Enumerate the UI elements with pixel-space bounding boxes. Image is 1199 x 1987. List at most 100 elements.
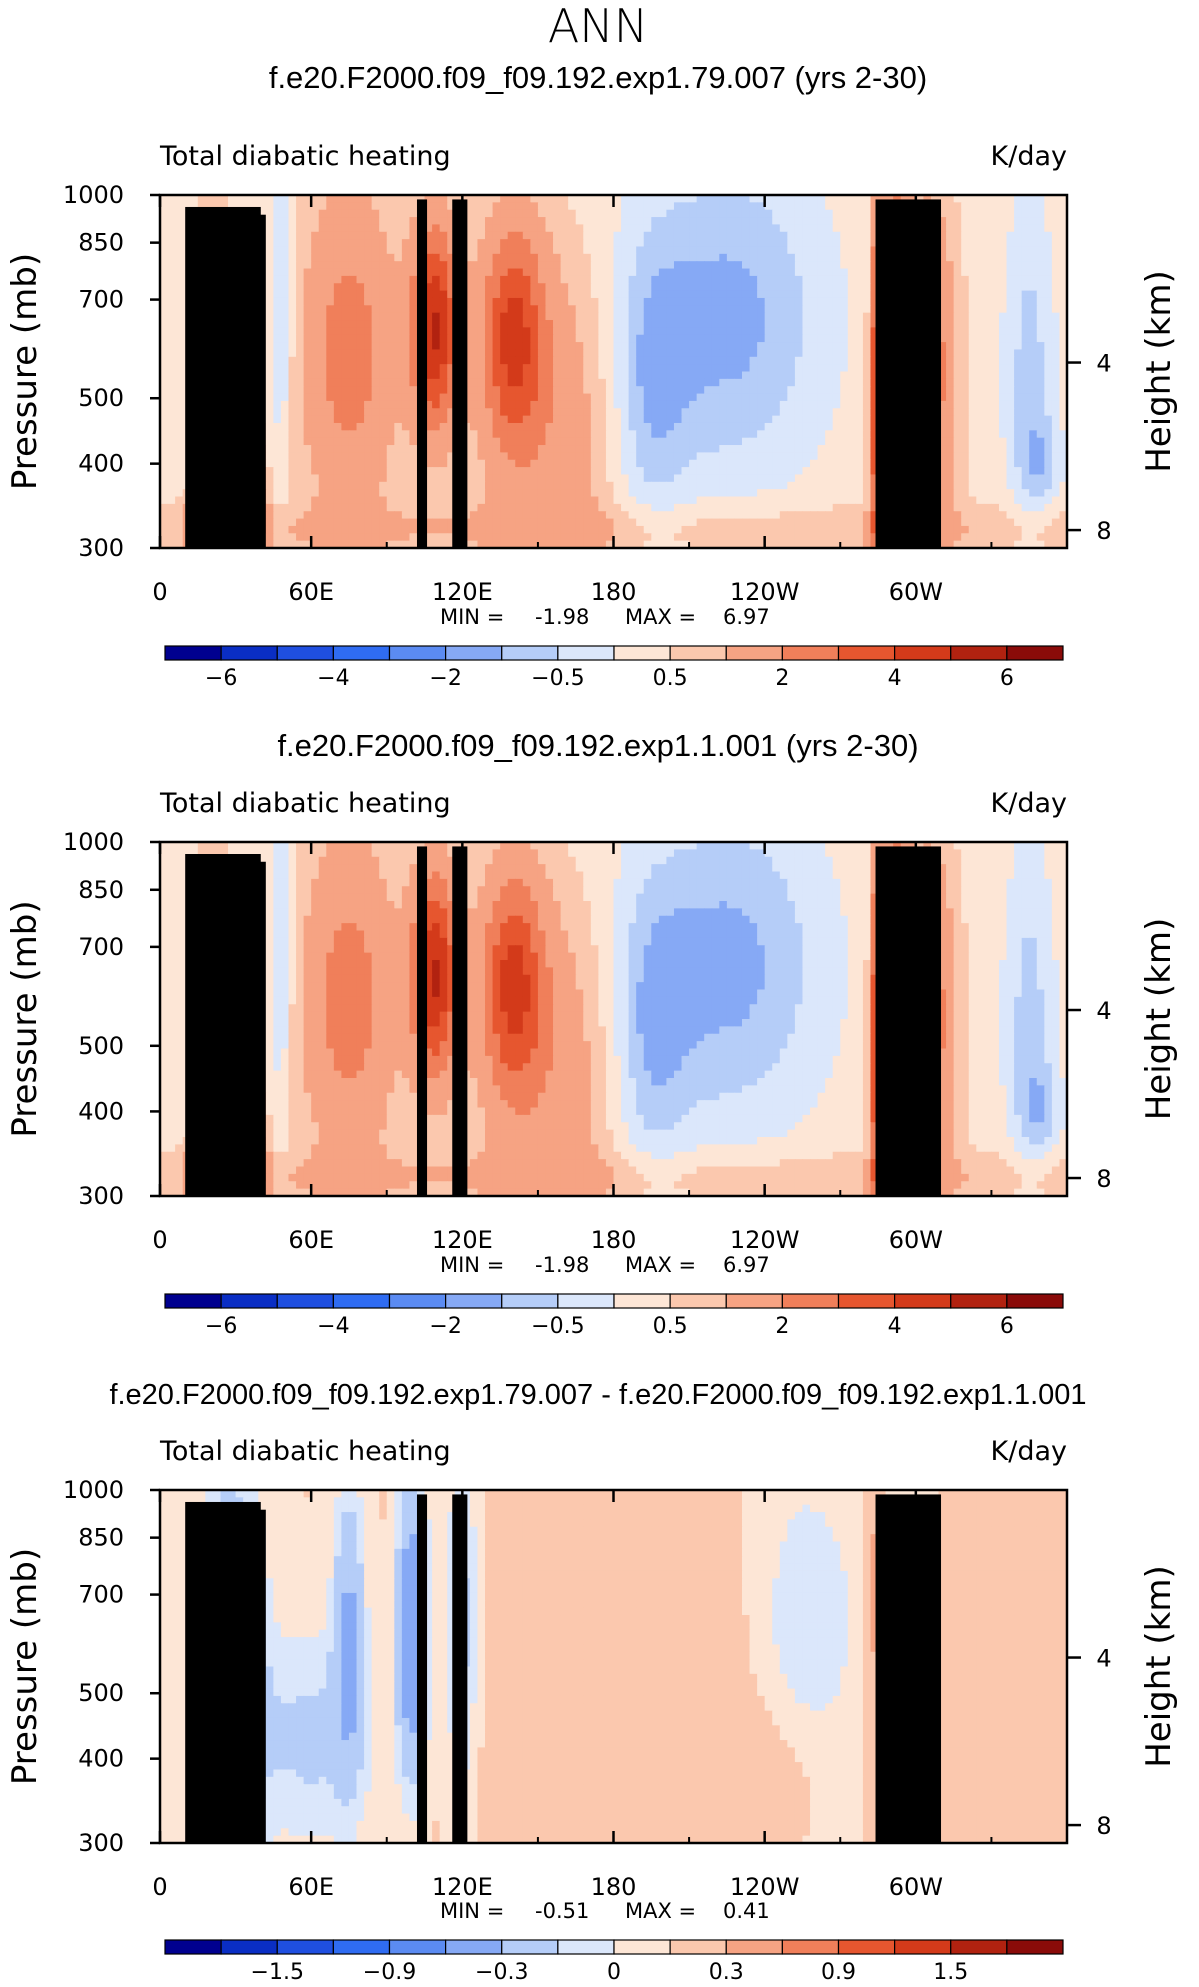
field-cell — [537, 474, 547, 483]
field-cell — [810, 231, 819, 240]
field-cell — [749, 459, 758, 468]
field-cell — [537, 327, 547, 336]
field-cell — [779, 452, 788, 461]
field-cell — [968, 312, 977, 321]
field-cell — [825, 275, 834, 284]
field-cell — [477, 445, 486, 453]
field-cell — [704, 297, 713, 306]
field-cell — [575, 422, 584, 431]
field-cell — [953, 283, 962, 292]
field-cell — [847, 268, 856, 277]
field-cell — [598, 445, 607, 453]
field-cell — [825, 253, 834, 262]
field-cell — [862, 356, 872, 365]
field-cell — [333, 452, 342, 461]
field-cell — [424, 268, 433, 277]
field-cell — [303, 489, 312, 498]
field-cell — [696, 342, 705, 351]
field-cell — [303, 415, 312, 424]
field-cell — [719, 415, 728, 424]
field-cell — [711, 246, 720, 255]
field-cell — [318, 253, 327, 262]
field-cell — [953, 305, 962, 314]
field-cell — [983, 253, 993, 262]
field-cell — [870, 452, 879, 461]
field-cell — [976, 195, 985, 203]
field-cell — [500, 474, 509, 483]
field-cell — [953, 327, 962, 336]
field-cell — [938, 320, 947, 328]
field-cell — [273, 371, 282, 380]
field-cell — [689, 283, 698, 292]
field-cell — [469, 224, 479, 233]
field-cell — [379, 283, 388, 292]
field-cell — [983, 371, 993, 380]
field-cell — [643, 342, 652, 351]
field-cell — [726, 430, 736, 439]
field-cell — [696, 349, 705, 358]
field-cell — [507, 283, 516, 292]
field-cell — [265, 481, 274, 490]
field-cell — [696, 489, 705, 498]
field-cell — [424, 342, 433, 351]
field-cell — [772, 371, 781, 380]
field-cell — [371, 209, 380, 218]
field-cell — [734, 452, 743, 461]
field-cell — [1021, 275, 1030, 284]
field-cell — [976, 217, 985, 226]
field-cell — [288, 445, 297, 453]
field-cell — [522, 474, 531, 483]
field-cell — [779, 217, 788, 226]
field-cell — [545, 371, 554, 380]
field-cell — [530, 437, 539, 446]
field-cell — [492, 386, 501, 395]
field-cell — [469, 452, 479, 461]
field-cell — [477, 437, 486, 446]
field-cell — [787, 452, 796, 461]
field-cell — [658, 231, 668, 240]
field-cell — [772, 378, 781, 387]
field-cell — [409, 283, 418, 292]
field-cell — [810, 195, 819, 203]
field-cell — [998, 459, 1008, 468]
field-cell — [326, 334, 335, 343]
field-cell — [976, 283, 985, 292]
field-cell — [175, 356, 184, 365]
field-cell — [741, 474, 751, 483]
field-cell — [991, 275, 1000, 284]
field-cell — [862, 430, 872, 439]
field-cell — [469, 408, 479, 417]
field-cell — [175, 275, 184, 284]
field-cell — [953, 437, 962, 446]
field-cell — [492, 202, 501, 211]
field-cell — [704, 356, 713, 365]
field-cell — [1044, 422, 1053, 431]
field-cell — [1029, 371, 1038, 380]
field-cell — [938, 474, 947, 483]
field-cell — [696, 327, 705, 336]
field-cell — [711, 445, 720, 453]
field-cell — [492, 496, 501, 505]
field-cell — [341, 231, 350, 240]
field-cell — [1059, 202, 1068, 211]
field-cell — [598, 356, 607, 365]
field-cell — [394, 452, 403, 461]
field-cell — [401, 459, 411, 468]
field-cell — [651, 371, 660, 380]
field-cell — [696, 268, 705, 277]
field-cell — [537, 415, 547, 424]
field-cell — [726, 209, 736, 218]
field-cell — [636, 290, 645, 299]
field-cell — [530, 356, 539, 365]
field-cell — [553, 400, 562, 409]
field-cell — [530, 371, 539, 380]
field-cell — [946, 459, 955, 468]
field-cell — [250, 195, 259, 203]
field-cell — [689, 481, 698, 490]
field-cell — [530, 290, 539, 299]
field-cell — [673, 239, 683, 248]
field-cell — [689, 290, 698, 299]
field-cell — [689, 400, 698, 409]
field-cell — [794, 393, 804, 402]
field-cell — [847, 290, 856, 299]
